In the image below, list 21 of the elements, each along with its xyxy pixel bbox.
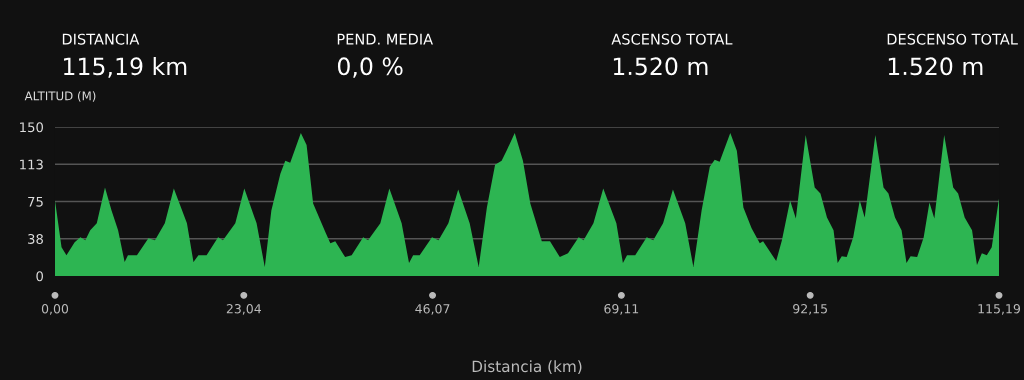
- x-tick-label: 0,00: [41, 303, 69, 315]
- text: DISTANCIA: [62, 33, 140, 45]
- y-tick-label: 113: [20, 159, 43, 170]
- text: PEND. MEDIA: [337, 33, 433, 45]
- text: 115,19 km: [64, 56, 187, 78]
- x-tick-label: 115,19: [978, 303, 1020, 315]
- y-tick-label: 0: [36, 271, 43, 282]
- text: ASCENSO TOTAL: [611, 33, 733, 45]
- y-axis-title: ALTITUD (M): [24, 91, 96, 102]
- text: 1.520 m: [888, 57, 983, 76]
- y-tick-label: 75: [28, 196, 43, 207]
- y-tick-label: 38: [28, 233, 43, 244]
- x-tick-label: 23,04: [226, 303, 261, 315]
- x-tick-label: 69,11: [604, 303, 639, 315]
- x-tick-label: 92,15: [793, 303, 827, 315]
- y-tick-label: 150: [20, 122, 43, 133]
- text: DESCENSO TOTAL: [887, 33, 1018, 45]
- x-axis-title: Distancia (km): [472, 360, 582, 374]
- text: 0,0 %: [337, 57, 403, 78]
- text: 1.520 m: [613, 57, 708, 76]
- x-tick-label: 46,07: [415, 303, 450, 315]
